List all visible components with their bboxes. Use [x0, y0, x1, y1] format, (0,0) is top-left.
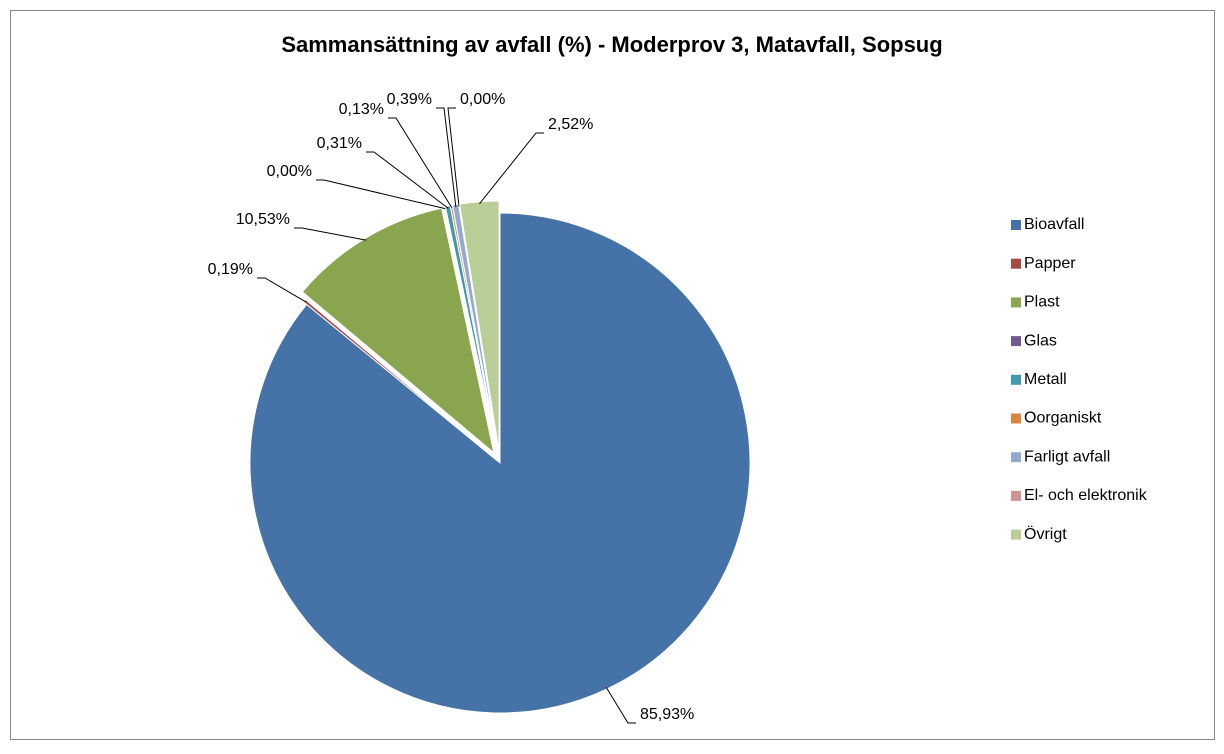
legend-swatch: [1011, 413, 1021, 424]
legend-swatch: [1011, 452, 1021, 463]
legend-label: Plast: [1024, 294, 1060, 311]
legend-label: Oorganiskt: [1024, 410, 1102, 427]
pie-slice: [459, 200, 500, 452]
data-label: 10,53%: [236, 211, 290, 228]
legend-swatch: [1011, 220, 1021, 230]
leader-line: [447, 107, 460, 207]
leader-line: [605, 686, 636, 724]
pie-slice: [301, 207, 495, 455]
legend-swatch: [1011, 258, 1021, 269]
leader-line: [479, 132, 544, 205]
legend-label: Glas: [1024, 332, 1057, 349]
data-label: 85,93%: [640, 706, 694, 723]
legend-label: Övrigt: [1024, 525, 1067, 543]
legend-label: Bioavfall: [1024, 216, 1084, 233]
leader-line: [388, 117, 453, 208]
leader-line: [316, 179, 446, 210]
leader-line: [294, 227, 367, 241]
legend-swatch: [1011, 374, 1021, 385]
legend-swatch: [1011, 336, 1021, 347]
data-label: 0,39%: [387, 91, 432, 108]
chart-title: Sammansättning av avfall (%) - Moderprov…: [281, 32, 942, 57]
leader-line: [366, 151, 449, 209]
legend-label: Papper: [1024, 255, 1076, 272]
data-label: 2,52%: [548, 116, 593, 133]
legend-label: El- och elektronik: [1024, 487, 1148, 504]
legend-label: Metall: [1024, 371, 1067, 388]
legend-swatch: [1011, 490, 1021, 501]
data-label: 0,19%: [208, 261, 253, 278]
leader-line: [436, 107, 457, 207]
leader-line: [257, 277, 307, 303]
legend-swatch: [1011, 529, 1021, 540]
data-label: 0,13%: [339, 101, 384, 118]
legend-swatch: [1011, 297, 1021, 308]
data-label: 0,31%: [317, 135, 362, 152]
data-label: 0,00%: [267, 163, 312, 180]
data-label: 0,00%: [460, 91, 505, 108]
legend-label: Farligt avfall: [1024, 448, 1110, 465]
